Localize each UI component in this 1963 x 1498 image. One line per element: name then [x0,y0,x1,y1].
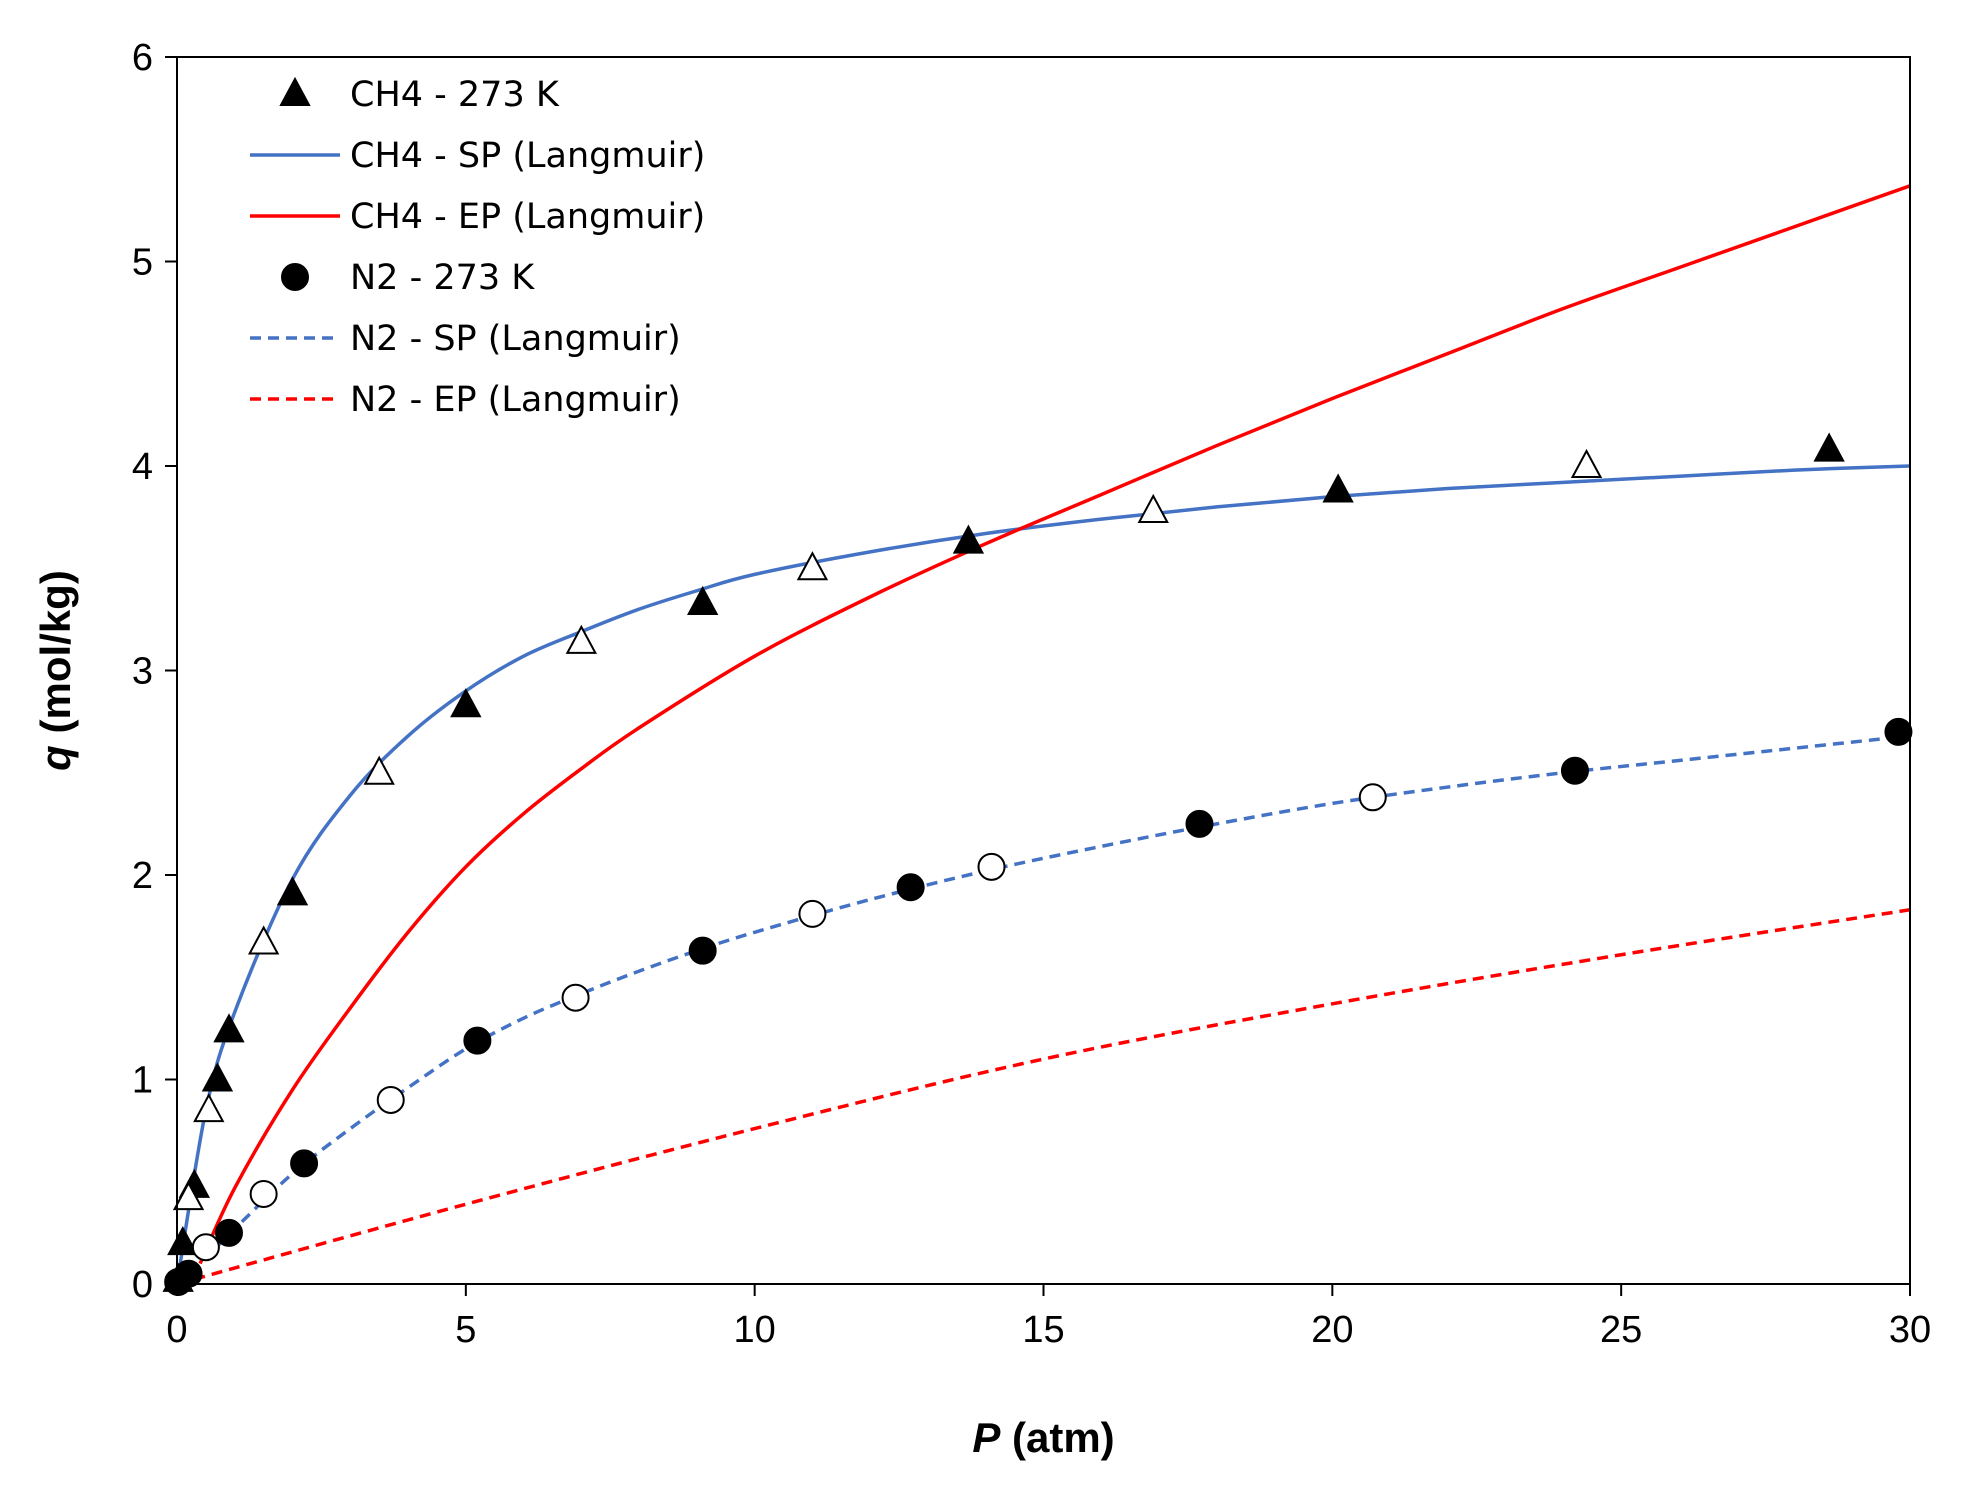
legend-swatch-triangle [279,76,311,106]
curve-n2-sp-langmuir [175,734,1911,1286]
ch4-desorption-point [796,551,829,581]
data-markers [162,432,1913,1296]
n2-adsorption-point [1560,756,1589,785]
legend-label: CH4 - EP (Langmuir) [350,197,705,237]
n2-desorption-point [249,1180,278,1209]
ch4-desorption-point [1570,448,1603,478]
n2-adsorption-point [1884,717,1913,746]
legend-label: N2 - SP (Langmuir) [350,319,681,359]
n2-adsorption-point [174,1259,203,1288]
ch4-adsorption-point [276,876,309,906]
n2-adsorption-point [214,1218,243,1247]
n2-desorption-point [561,983,590,1012]
y-tick-label: 6 [132,37,153,79]
ch4-adsorption-point [450,688,482,718]
axis-ticks: 0 5 10 15 20 25 30 0 1 2 3 4 5 6 [132,37,1931,1351]
ch4-desorption-point [363,755,395,785]
legend-item: CH4 - SP (Langmuir) [250,136,705,176]
ch4-adsorption-point [167,1225,199,1256]
x-tick-label: 10 [734,1309,776,1351]
y-tick-label: 1 [132,1060,153,1102]
ch4-desorption-point [247,925,280,955]
y-tick-label: 5 [132,242,153,284]
y-tick-label: 0 [132,1264,153,1306]
legend-item: CH4 - EP (Langmuir) [250,197,705,237]
x-tick-label: 15 [1022,1309,1064,1351]
ch4-desorption-point [193,1093,225,1123]
n2-desorption-point [798,899,827,928]
y-tick-label: 2 [132,855,153,897]
legend-item: CH4 - 273 K [279,75,560,115]
legend-item: N2 - SP (Langmuir) [250,319,681,359]
legend-item: N2 - 273 K [281,258,535,298]
curve-ch4-sp-langmuir [175,464,1911,1285]
ch4-desorption-point [172,1181,205,1211]
legend-label: CH4 - 273 K [350,75,560,115]
x-tick-label: 0 [166,1309,187,1351]
ch4-adsorption-point [1322,473,1354,503]
legend-label: N2 - EP (Langmuir) [350,380,681,420]
curve-ch4-ep-langmuir [198,184,1911,1265]
legend: CH4 - 273 K CH4 - SP (Langmuir) CH4 - EP (… [250,75,705,420]
legend-label: N2 - 273 K [350,258,535,298]
legend-label: CH4 - SP (Langmuir) [350,136,705,176]
n2-adsorption-point [896,873,925,902]
x-axis-unit: (atm) [1000,1414,1114,1461]
x-axis-title: P (atm) [972,1414,1114,1461]
ch4-adsorption-point [213,1013,245,1043]
y-axis-title: q (mol/kg) [32,570,79,771]
y-tick-label: 4 [132,446,153,488]
ch4-desorption-point [565,624,598,654]
x-tick-label: 25 [1600,1309,1642,1351]
x-axis-symbol: P [972,1414,1001,1461]
n2-desorption-point [376,1085,405,1114]
y-axis-symbol: q [32,745,79,771]
x-tick-label: 30 [1889,1309,1931,1351]
y-tick-label: 3 [132,651,153,693]
ch4-adsorption-point [1813,432,1845,462]
curve-n2-ep-langmuir [176,908,1911,1286]
n2-adsorption-point [1185,809,1214,838]
ch4-adsorption-point [952,524,985,554]
ch4-desorption-point [1137,493,1169,523]
ch4-adsorption-point [687,585,719,616]
x-tick-label: 5 [455,1309,476,1351]
x-tick-label: 20 [1311,1309,1353,1351]
n2-adsorption-point [688,936,717,965]
n2-adsorption-point [463,1026,492,1055]
ch4-adsorption-point [201,1062,234,1092]
n2-desorption-point [191,1233,220,1262]
n2-adsorption-point [290,1149,319,1178]
n2-desorption-point [1358,783,1387,812]
y-axis-unit: (mol/kg) [32,570,79,745]
plot-frame [176,56,1911,1285]
legend-swatch-circle [281,263,309,291]
legend-item: N2 - EP (Langmuir) [250,380,681,420]
n2-desorption-point [977,852,1006,881]
plot-area [162,184,1913,1296]
